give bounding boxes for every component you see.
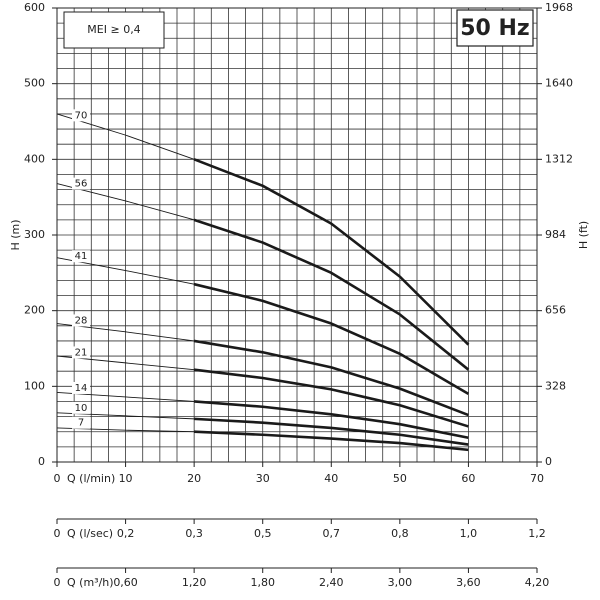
badge: MEI ≥ 0,4 [87,23,140,36]
curve-label-bg [72,401,90,414]
secondary-x-tick-label: 0,60 [113,576,138,589]
y-tick-label: 600 [24,1,45,14]
y-tick-label: 500 [24,77,45,90]
curve [193,282,470,396]
curve-label: 56 [75,179,88,190]
curve [194,400,469,440]
y2-tick-label: 328 [545,379,566,392]
secondary-x-tick-label: 0,8 [391,527,409,540]
grid [56,7,538,463]
curve-label: 10 [75,403,88,414]
curve-label: 14 [75,383,88,394]
secondary-x-tick-label: 0,3 [185,527,203,540]
y2-tick-label: 1968 [545,1,573,14]
curve [193,158,470,346]
secondary-x-tick-label: 3,00 [388,576,413,589]
y2-tick-label: 1312 [545,152,573,165]
secondary-x-tick-label: 0 [54,527,61,540]
y-tick-label: 0 [38,455,45,468]
y2-tick-label: 984 [545,228,566,241]
curve-label: 21 [75,347,88,358]
y-tick-label: 300 [24,228,45,241]
y2-tick-label: 0 [545,455,552,468]
curve-label-bg [72,109,90,122]
curve-label: 41 [75,251,88,262]
secondary-x-tick-label: 1,2 [528,527,546,540]
x-tick-label: 60 [461,472,475,485]
secondary-x-tick-label: 4,20 [525,576,550,589]
y2-tick-label: 656 [545,304,566,317]
curve-label-bg [72,381,90,394]
secondary-axis-label: Q (m³/h) [67,576,114,589]
secondary-x-tick-label: 2,40 [319,576,344,589]
curve-label-bg [72,416,90,429]
y-axis-label: H (m) [9,219,22,250]
secondary-x-tick-label: 0,2 [117,527,135,540]
y2-tick-label: 1640 [545,77,573,90]
secondary-x-tick-label: 3,60 [456,576,481,589]
secondary-x-tick-label: 1,80 [250,576,275,589]
curve-label-bg [72,250,90,263]
x-tick-label: 20 [187,472,201,485]
curve [194,417,469,446]
y-tick-label: 100 [24,379,45,392]
curve-label-bg [72,177,90,190]
badge-box [63,11,165,49]
x-tick-label: 70 [530,472,544,485]
secondary-x-tick-label: 0 [54,576,61,589]
frequency: 50 Hz [460,16,530,41]
y2-axis-label: H (ft) [577,221,590,249]
curve [193,368,469,428]
x-tick-label: 50 [393,472,407,485]
x-tick-label: 30 [256,472,270,485]
x-tick-label: 40 [324,472,338,485]
curve [193,218,470,371]
curve-label: 70 [75,110,88,121]
x-tick-label: 0 [54,472,61,485]
curve-label: 28 [75,315,88,326]
y-tick-label: 200 [24,304,45,317]
secondary-axis-label: Q (l/sec) [67,527,113,540]
curve [194,430,469,452]
secondary-x-tick-label: 0,7 [323,527,341,540]
curve-label-bg [72,346,90,359]
curve-label-bg [72,314,90,327]
secondary-x-tick-label: 0,5 [254,527,272,540]
secondary-x-tick-label: 1,20 [182,576,207,589]
frequency-box [456,9,534,47]
x-axis-label: Q (l/min) [67,472,115,485]
curve [193,339,469,417]
x-tick-label: 10 [119,472,133,485]
secondary-x-tick-label: 1,0 [460,527,478,540]
y-tick-label: 400 [24,152,45,165]
curve-label: 7 [78,418,84,429]
